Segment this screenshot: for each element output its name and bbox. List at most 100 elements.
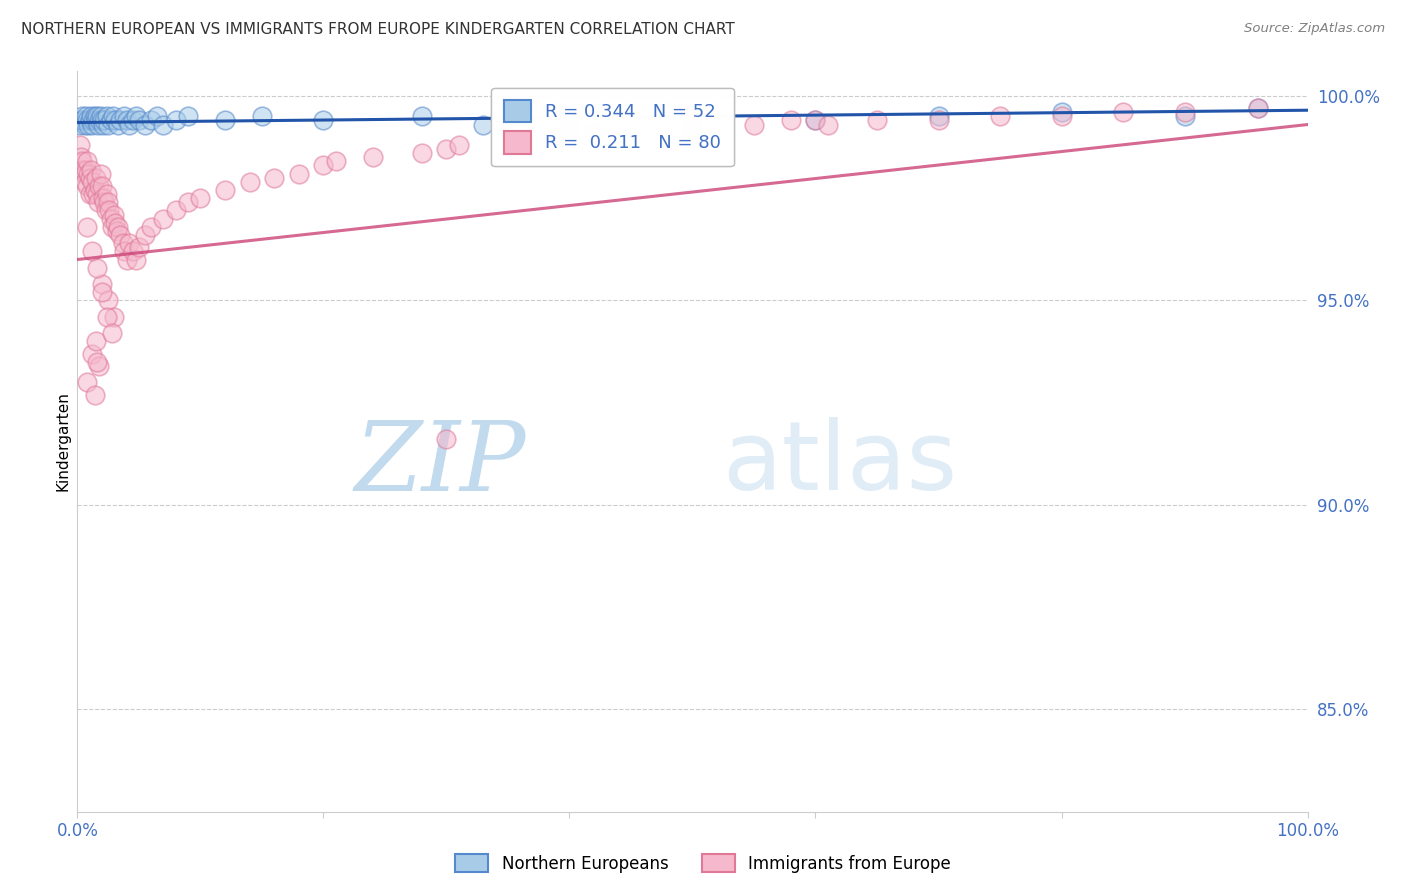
Point <box>447 138 470 153</box>
Point <box>128 240 150 254</box>
Point <box>75 162 97 177</box>
Point <box>928 113 950 128</box>
Point <box>72 113 94 128</box>
Point <box>111 236 134 251</box>
Text: ZIP: ZIP <box>354 417 526 511</box>
Point <box>118 236 141 251</box>
Point <box>804 113 827 128</box>
Point <box>866 113 889 128</box>
Point <box>436 142 458 156</box>
Point <box>87 118 110 132</box>
Point <box>141 113 163 128</box>
Point <box>780 113 803 128</box>
Point <box>70 113 93 128</box>
Point <box>101 219 124 234</box>
Point <box>97 118 120 132</box>
Point <box>110 113 132 128</box>
Point <box>86 260 108 275</box>
Point <box>558 113 581 128</box>
Point <box>125 109 148 123</box>
Point <box>75 109 97 123</box>
Point <box>104 216 127 230</box>
Point <box>77 167 100 181</box>
Point <box>100 113 122 128</box>
Point <box>103 310 125 324</box>
Point <box>112 109 135 123</box>
Point <box>121 244 143 259</box>
Point <box>928 109 950 123</box>
Point <box>83 183 105 197</box>
Point <box>80 109 103 123</box>
Point <box>73 167 96 181</box>
Point <box>263 170 285 185</box>
Point <box>165 113 187 128</box>
Point <box>101 326 124 340</box>
Point <box>1050 109 1073 123</box>
Point <box>97 293 120 308</box>
Point <box>79 113 101 128</box>
Point <box>79 187 101 202</box>
Point <box>69 138 91 153</box>
Point <box>87 195 110 210</box>
Point <box>115 252 138 267</box>
Point <box>93 113 115 128</box>
Point <box>817 118 839 132</box>
Point <box>988 109 1011 123</box>
Point <box>96 310 118 324</box>
Point <box>100 211 122 226</box>
Point <box>82 346 104 360</box>
Point <box>72 162 94 177</box>
Point <box>115 113 138 128</box>
Text: atlas: atlas <box>723 417 957 510</box>
Point <box>121 113 143 128</box>
Point <box>82 175 104 189</box>
Point <box>1174 109 1197 123</box>
Point <box>76 178 98 193</box>
Point <box>436 433 458 447</box>
Point <box>125 252 148 267</box>
Point <box>128 113 150 128</box>
Point <box>90 277 114 291</box>
Point <box>70 109 93 123</box>
Point <box>107 219 129 234</box>
Point <box>583 126 606 140</box>
Point <box>325 154 347 169</box>
Point <box>804 113 827 128</box>
Point <box>107 118 129 132</box>
Point <box>411 109 433 123</box>
Point <box>96 187 118 202</box>
Point <box>1247 101 1270 115</box>
Point <box>472 118 495 132</box>
Point <box>1050 105 1073 120</box>
Point <box>214 113 236 128</box>
Text: Source: ZipAtlas.com: Source: ZipAtlas.com <box>1244 22 1385 36</box>
Point <box>90 109 112 123</box>
Point <box>76 219 98 234</box>
Point <box>312 113 335 128</box>
Point <box>76 376 98 390</box>
Point <box>682 121 704 136</box>
Point <box>89 113 111 128</box>
Point <box>80 162 103 177</box>
Point <box>558 129 581 144</box>
Point <box>96 109 118 123</box>
Point <box>93 195 115 210</box>
Point <box>112 244 135 259</box>
Point <box>90 285 114 300</box>
Point <box>89 359 111 373</box>
Point <box>76 113 98 128</box>
Point <box>82 113 104 128</box>
Point <box>86 187 108 202</box>
Y-axis label: Kindergarten: Kindergarten <box>55 392 70 491</box>
Point <box>91 191 114 205</box>
Point <box>84 113 107 128</box>
Point <box>152 211 174 226</box>
Point <box>1174 105 1197 120</box>
Point <box>105 224 128 238</box>
Point <box>90 178 114 193</box>
Point <box>152 118 174 132</box>
Point <box>214 183 236 197</box>
Point <box>83 109 105 123</box>
Point <box>239 175 262 189</box>
Point <box>82 118 104 132</box>
